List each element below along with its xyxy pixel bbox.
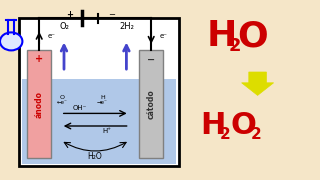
Text: H⁺: H⁺ (103, 128, 112, 134)
Text: O: O (237, 19, 268, 53)
Text: →e⁻: →e⁻ (97, 100, 108, 105)
Bar (19, 18, 179, 166)
Text: 2: 2 (220, 127, 231, 142)
Text: 2: 2 (251, 127, 262, 142)
Text: H: H (206, 19, 237, 53)
Text: H: H (100, 95, 105, 100)
Text: −: − (147, 54, 155, 64)
Text: 2: 2 (229, 37, 241, 55)
Ellipse shape (0, 32, 22, 50)
Text: −: − (108, 10, 115, 19)
FancyArrow shape (242, 72, 274, 95)
Text: e⁻: e⁻ (47, 33, 55, 39)
Bar (139, 50, 163, 158)
Text: +: + (35, 54, 43, 64)
Text: OH⁻: OH⁻ (73, 105, 87, 111)
Text: O: O (230, 111, 256, 141)
Bar (22, 79, 176, 164)
Text: e⁻: e⁻ (159, 33, 167, 39)
Text: H₂O: H₂O (87, 152, 102, 161)
Text: H: H (200, 111, 225, 141)
Text: ←e⁻: ←e⁻ (57, 100, 68, 105)
Text: cátodo: cátodo (147, 89, 156, 119)
Text: ánodo: ánodo (35, 91, 44, 118)
Text: 2H₂: 2H₂ (119, 22, 134, 31)
Text: +: + (66, 10, 73, 19)
Text: O₂: O₂ (59, 22, 69, 31)
Bar (27, 50, 51, 158)
Text: O: O (60, 95, 65, 100)
